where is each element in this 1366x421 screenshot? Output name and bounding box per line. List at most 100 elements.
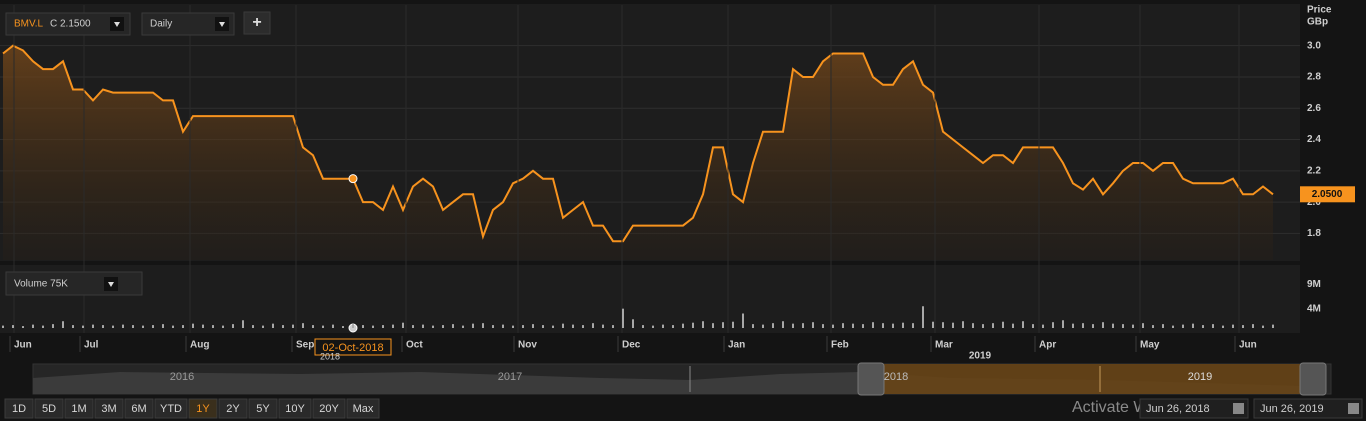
volume-bar	[392, 324, 394, 328]
range-button-label: Max	[353, 403, 374, 415]
volume-bar	[372, 325, 374, 328]
volume-title: Volume 75K	[14, 279, 68, 290]
range-button[interactable]: 10Y	[278, 398, 312, 419]
volume-bar	[52, 324, 54, 328]
volume-bar	[742, 313, 744, 328]
volume-bar	[1132, 324, 1134, 328]
volume-bar	[1222, 325, 1224, 328]
x-tick-label: Mar	[935, 340, 953, 351]
last-price-box	[1300, 186, 1355, 203]
volume-bar	[842, 323, 844, 328]
volume-bar	[552, 325, 554, 328]
volume-bar	[512, 325, 514, 328]
range-button-label: YTD	[160, 403, 182, 415]
volume-bar	[202, 324, 204, 328]
range-button[interactable]: 5D	[34, 398, 64, 419]
volume-bar	[1192, 323, 1194, 328]
volume-bar	[1272, 324, 1274, 328]
volume-bar	[142, 325, 144, 328]
volume-bar	[762, 324, 764, 328]
volume-bar	[962, 321, 964, 328]
range-button[interactable]: 1D	[4, 398, 34, 419]
volume-bar	[422, 324, 424, 328]
volume-bar	[1002, 321, 1004, 328]
add-button[interactable]: +	[243, 11, 271, 35]
y-axis-label: Price	[1307, 5, 1332, 16]
y-tick-label: 9M	[1307, 279, 1321, 290]
volume-bar	[642, 325, 644, 328]
range-button-label: 1M	[71, 403, 86, 415]
volume-bar	[412, 325, 414, 328]
range-button[interactable]: 20Y	[312, 398, 346, 419]
volume-bar	[1012, 323, 1014, 328]
interval: Daily	[150, 19, 172, 30]
volume-bar	[872, 322, 874, 328]
volume-bar	[832, 324, 834, 328]
volume-bar	[1232, 324, 1234, 328]
navigator-handle[interactable]	[857, 362, 885, 396]
range-button-bg	[248, 398, 278, 419]
range-button-bg	[312, 398, 346, 419]
volume-bar	[82, 325, 84, 328]
range-button-bg	[124, 398, 154, 419]
volume-bar	[1182, 324, 1184, 328]
volume-bar	[162, 324, 164, 328]
volume-bar	[322, 325, 324, 328]
range-button[interactable]: Max	[346, 398, 380, 419]
last-price-label: 2.0500	[1312, 189, 1343, 200]
volume-bar	[32, 324, 34, 328]
interval-select[interactable]: Daily	[141, 12, 235, 36]
volume-box[interactable]: Volume 75K	[5, 271, 143, 296]
start-date-box[interactable]: Jun 26, 2018	[1139, 398, 1249, 419]
y-tick-label: 2.4	[1307, 134, 1321, 145]
volume-bar	[562, 323, 564, 328]
range-button-label: 5D	[42, 403, 56, 415]
volume-bar	[172, 325, 174, 328]
volume-bar	[622, 308, 624, 328]
volume-bar	[492, 325, 494, 328]
end-date-box[interactable]: Jun 26, 2019	[1253, 398, 1363, 419]
range-button[interactable]: YTD	[154, 398, 188, 419]
range-button-bg	[154, 398, 188, 419]
volume-bar	[402, 322, 404, 328]
price-area	[3, 45, 1273, 261]
volume-bar	[292, 324, 294, 328]
range-button-bg	[34, 398, 64, 419]
volume-bar	[62, 321, 64, 328]
volume-bar	[222, 325, 224, 328]
volume-bar	[282, 325, 284, 328]
volume-bar	[892, 323, 894, 328]
crosshair-dot	[348, 174, 358, 184]
volume-bar	[532, 324, 534, 328]
volume-bar	[792, 323, 794, 328]
range-button-label: 2Y	[226, 403, 240, 415]
crosshair-label: 02-Oct-2018	[322, 342, 383, 354]
volume-bar	[182, 325, 184, 328]
volume-bar	[1082, 323, 1084, 328]
calendar-icon	[1348, 403, 1359, 414]
volume-bar	[972, 323, 974, 328]
range-button[interactable]: 1Y	[188, 398, 218, 419]
volume-bar	[812, 322, 814, 328]
crosshair-label-box	[314, 338, 392, 356]
volume-bar	[1072, 323, 1074, 328]
range-button[interactable]: 3M	[94, 398, 124, 419]
navigator[interactable]: 2016 2017 2018 2019	[32, 362, 1332, 396]
volume-bar	[662, 324, 664, 328]
volume-bar	[362, 325, 364, 328]
volume-panel	[0, 265, 1300, 333]
symbol-box[interactable]: BMV.L C 2.1500	[5, 12, 131, 36]
x-tick-label: Sep	[296, 340, 314, 351]
y-tick-label: 2.6	[1307, 103, 1321, 114]
range-button[interactable]: 6M	[124, 398, 154, 419]
volume-bar	[682, 323, 684, 328]
navigator-handle[interactable]	[1299, 362, 1327, 396]
range-button[interactable]: 5Y	[248, 398, 278, 419]
range-button[interactable]: 2Y	[218, 398, 248, 419]
volume-bar	[992, 323, 994, 328]
volume-bar	[942, 322, 944, 328]
volume-bar	[1022, 321, 1024, 328]
volume-bar	[482, 323, 484, 328]
range-button[interactable]: 1M	[64, 398, 94, 419]
